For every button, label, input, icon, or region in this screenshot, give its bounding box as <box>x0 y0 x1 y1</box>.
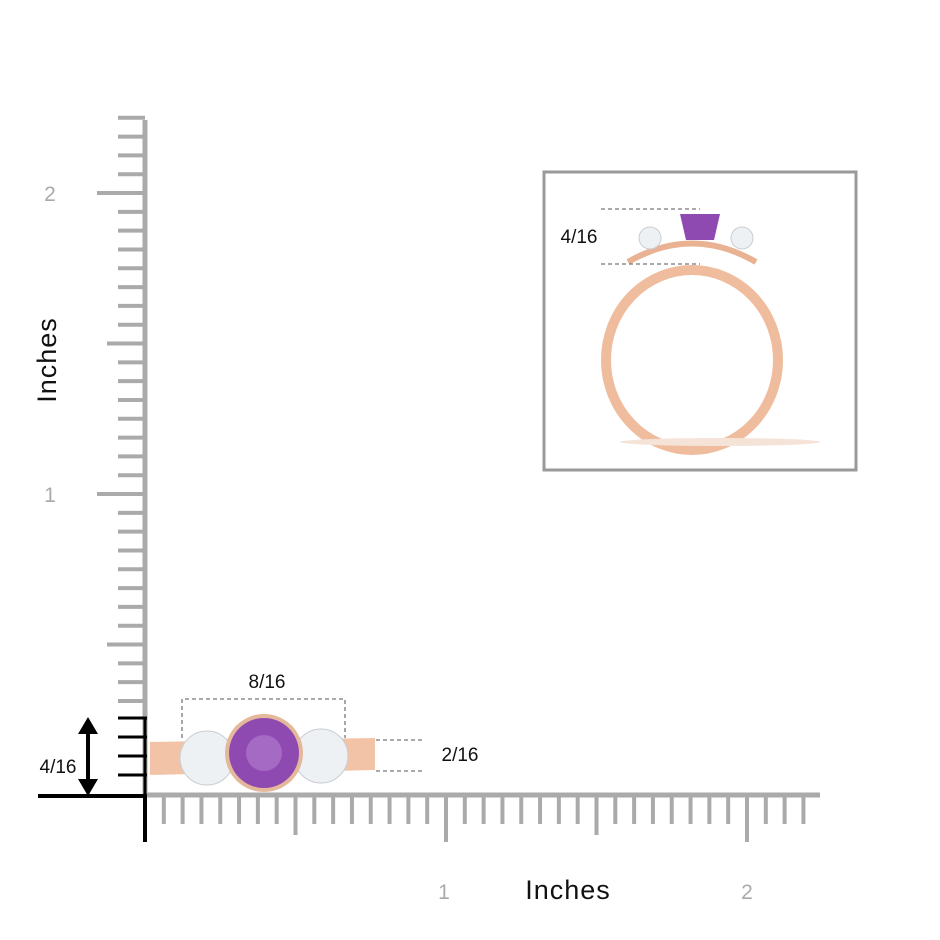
band-height-label: 2/16 <box>442 745 479 766</box>
x-tick-label: 1 <box>438 881 450 904</box>
y-tick-label: 2 <box>44 183 56 206</box>
height-ticks <box>118 716 147 796</box>
height-arrow <box>78 717 98 796</box>
dimension-guides <box>181 698 423 772</box>
inset-height-label: 4/16 <box>561 227 598 248</box>
ring-top-view <box>150 714 375 792</box>
width-label: 8/16 <box>249 672 286 693</box>
ruler-ticks <box>97 115 806 842</box>
x-tick-label: 2 <box>741 881 753 904</box>
y-axis-title: Inches <box>32 317 62 403</box>
inset-guides <box>601 208 700 265</box>
ring-side-view <box>601 214 820 455</box>
height-label: 4/16 <box>40 757 77 778</box>
y-tick-label: 1 <box>44 484 56 507</box>
x-axis-title: Inches <box>525 875 611 905</box>
